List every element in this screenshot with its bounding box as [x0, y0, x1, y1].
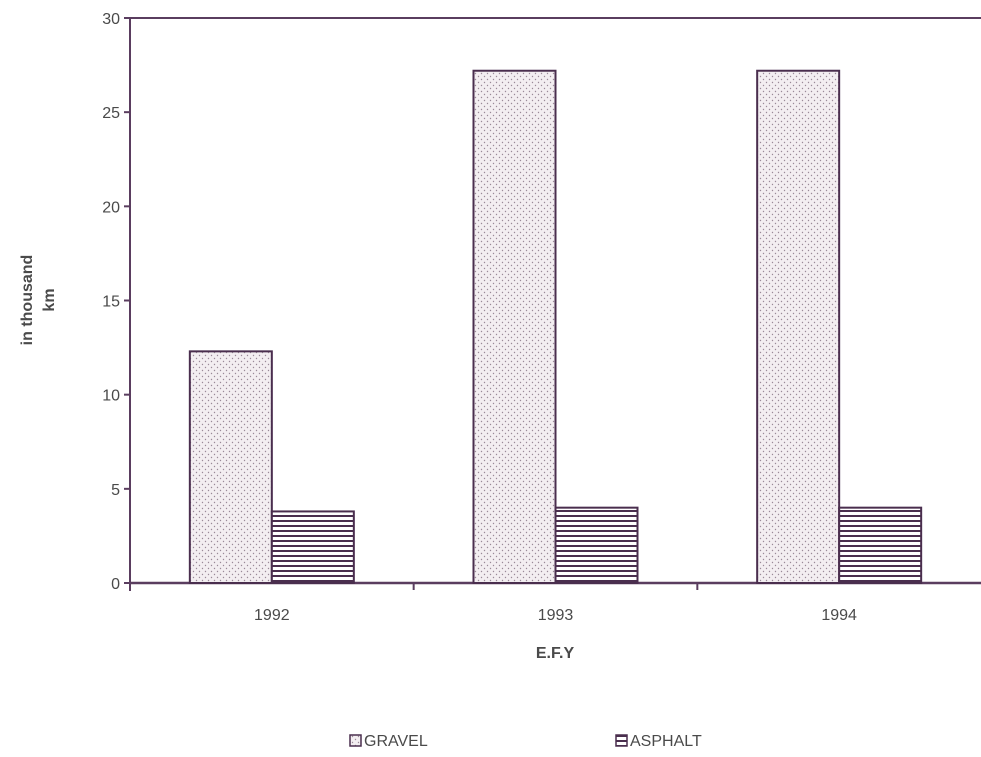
y-axis-title: in thousand km [19, 255, 58, 346]
x-tick-label: 1994 [821, 607, 857, 624]
y-tick-label: 0 [111, 576, 120, 593]
bar-asphalt-1992 [270, 510, 355, 584]
y-tick-label: 30 [102, 11, 120, 28]
legend-swatch-gravel [349, 734, 362, 747]
legend-item-asphalt: ASPHALT [615, 733, 702, 750]
bar-asphalt-1993 [554, 506, 639, 584]
bars-group [188, 69, 923, 584]
y-tick-label: 10 [102, 388, 120, 405]
bar-asphalt-1994 [838, 506, 923, 584]
x-tick-label: 1993 [538, 607, 574, 624]
bar-gravel-1993 [472, 69, 557, 584]
legend-label-asphalt: ASPHALT [630, 733, 702, 750]
y-tick-label: 15 [102, 294, 120, 311]
y-tick-label: 20 [102, 199, 120, 216]
x-axis-title: E.F.Y [536, 645, 575, 662]
bar-gravel-1992 [188, 350, 273, 584]
legend: GRAVEL ASPHALT [349, 733, 702, 750]
legend-swatch-asphalt [615, 734, 628, 747]
x-tick-label: 1992 [254, 607, 290, 624]
legend-label-gravel: GRAVEL [364, 733, 428, 750]
y-tick-label: 5 [111, 482, 120, 499]
y-axis-title-line2: km [41, 288, 58, 311]
x-axis-ticks: 1992 1993 1994 [254, 583, 857, 624]
y-axis-title-line1: in thousand [19, 255, 36, 346]
y-tick-label: 25 [102, 105, 120, 122]
y-axis-ticks: 0 5 10 15 20 25 30 [102, 11, 130, 593]
legend-item-gravel: GRAVEL [349, 733, 428, 750]
bar-gravel-1994 [756, 69, 841, 584]
